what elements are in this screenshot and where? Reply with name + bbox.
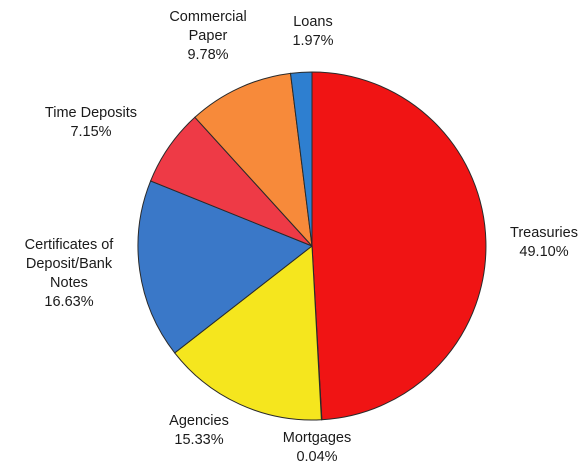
slice-label-line: 1.97% [292,33,333,49]
slice-label-line: 15.33% [174,432,223,448]
slice-label-commercial-paper: Commercial Paper 9.78% [169,9,246,63]
pie-labels: Treasuries 49.10% Mortgages 0.04% Agencies 15… [25,9,578,465]
slice-label-treasuries: Treasuries 49.10% [510,225,578,260]
slice-label-line: Mortgages [283,430,352,446]
slice-label-line: Deposit/Bank [26,256,113,272]
slice-label-line: Time Deposits [45,105,137,121]
slice-label-line: Paper [189,28,228,44]
slice-label-line: 16.63% [44,294,93,310]
slice-label-line: Notes [50,275,88,291]
slice-label-line: 0.04% [296,449,337,465]
slice-treasuries [311,71,487,421]
slice-label-loans: Loans 1.97% [292,14,333,49]
slice-label-time-deposits: Time Deposits 7.15% [45,105,137,140]
slice-label-line: Certificates of [25,237,115,253]
slice-label-mortgages: Mortgages 0.04% [283,430,352,465]
slice-commercial-paper [194,72,313,248]
slice-loans [289,71,313,247]
slice-agencies [174,245,322,421]
pie-slices [137,71,487,421]
slice-label-line: 7.15% [70,124,111,140]
slice-label-line: Loans [293,14,333,30]
slice-label-line: Agencies [169,413,229,429]
slice-certificates-of-deposit-bank-notes [137,180,313,354]
slice-label-line: Commercial [169,9,246,25]
slice-label-certificates-of-deposit-bank-notes: Certificates of Deposit/Bank Notes 16.63% [25,237,115,310]
slice-label-agencies: Agencies 15.33% [169,413,229,448]
slice-label-line: 9.78% [187,47,228,63]
slice-label-line: Treasuries [510,225,578,241]
slice-label-line: 49.10% [519,244,568,260]
